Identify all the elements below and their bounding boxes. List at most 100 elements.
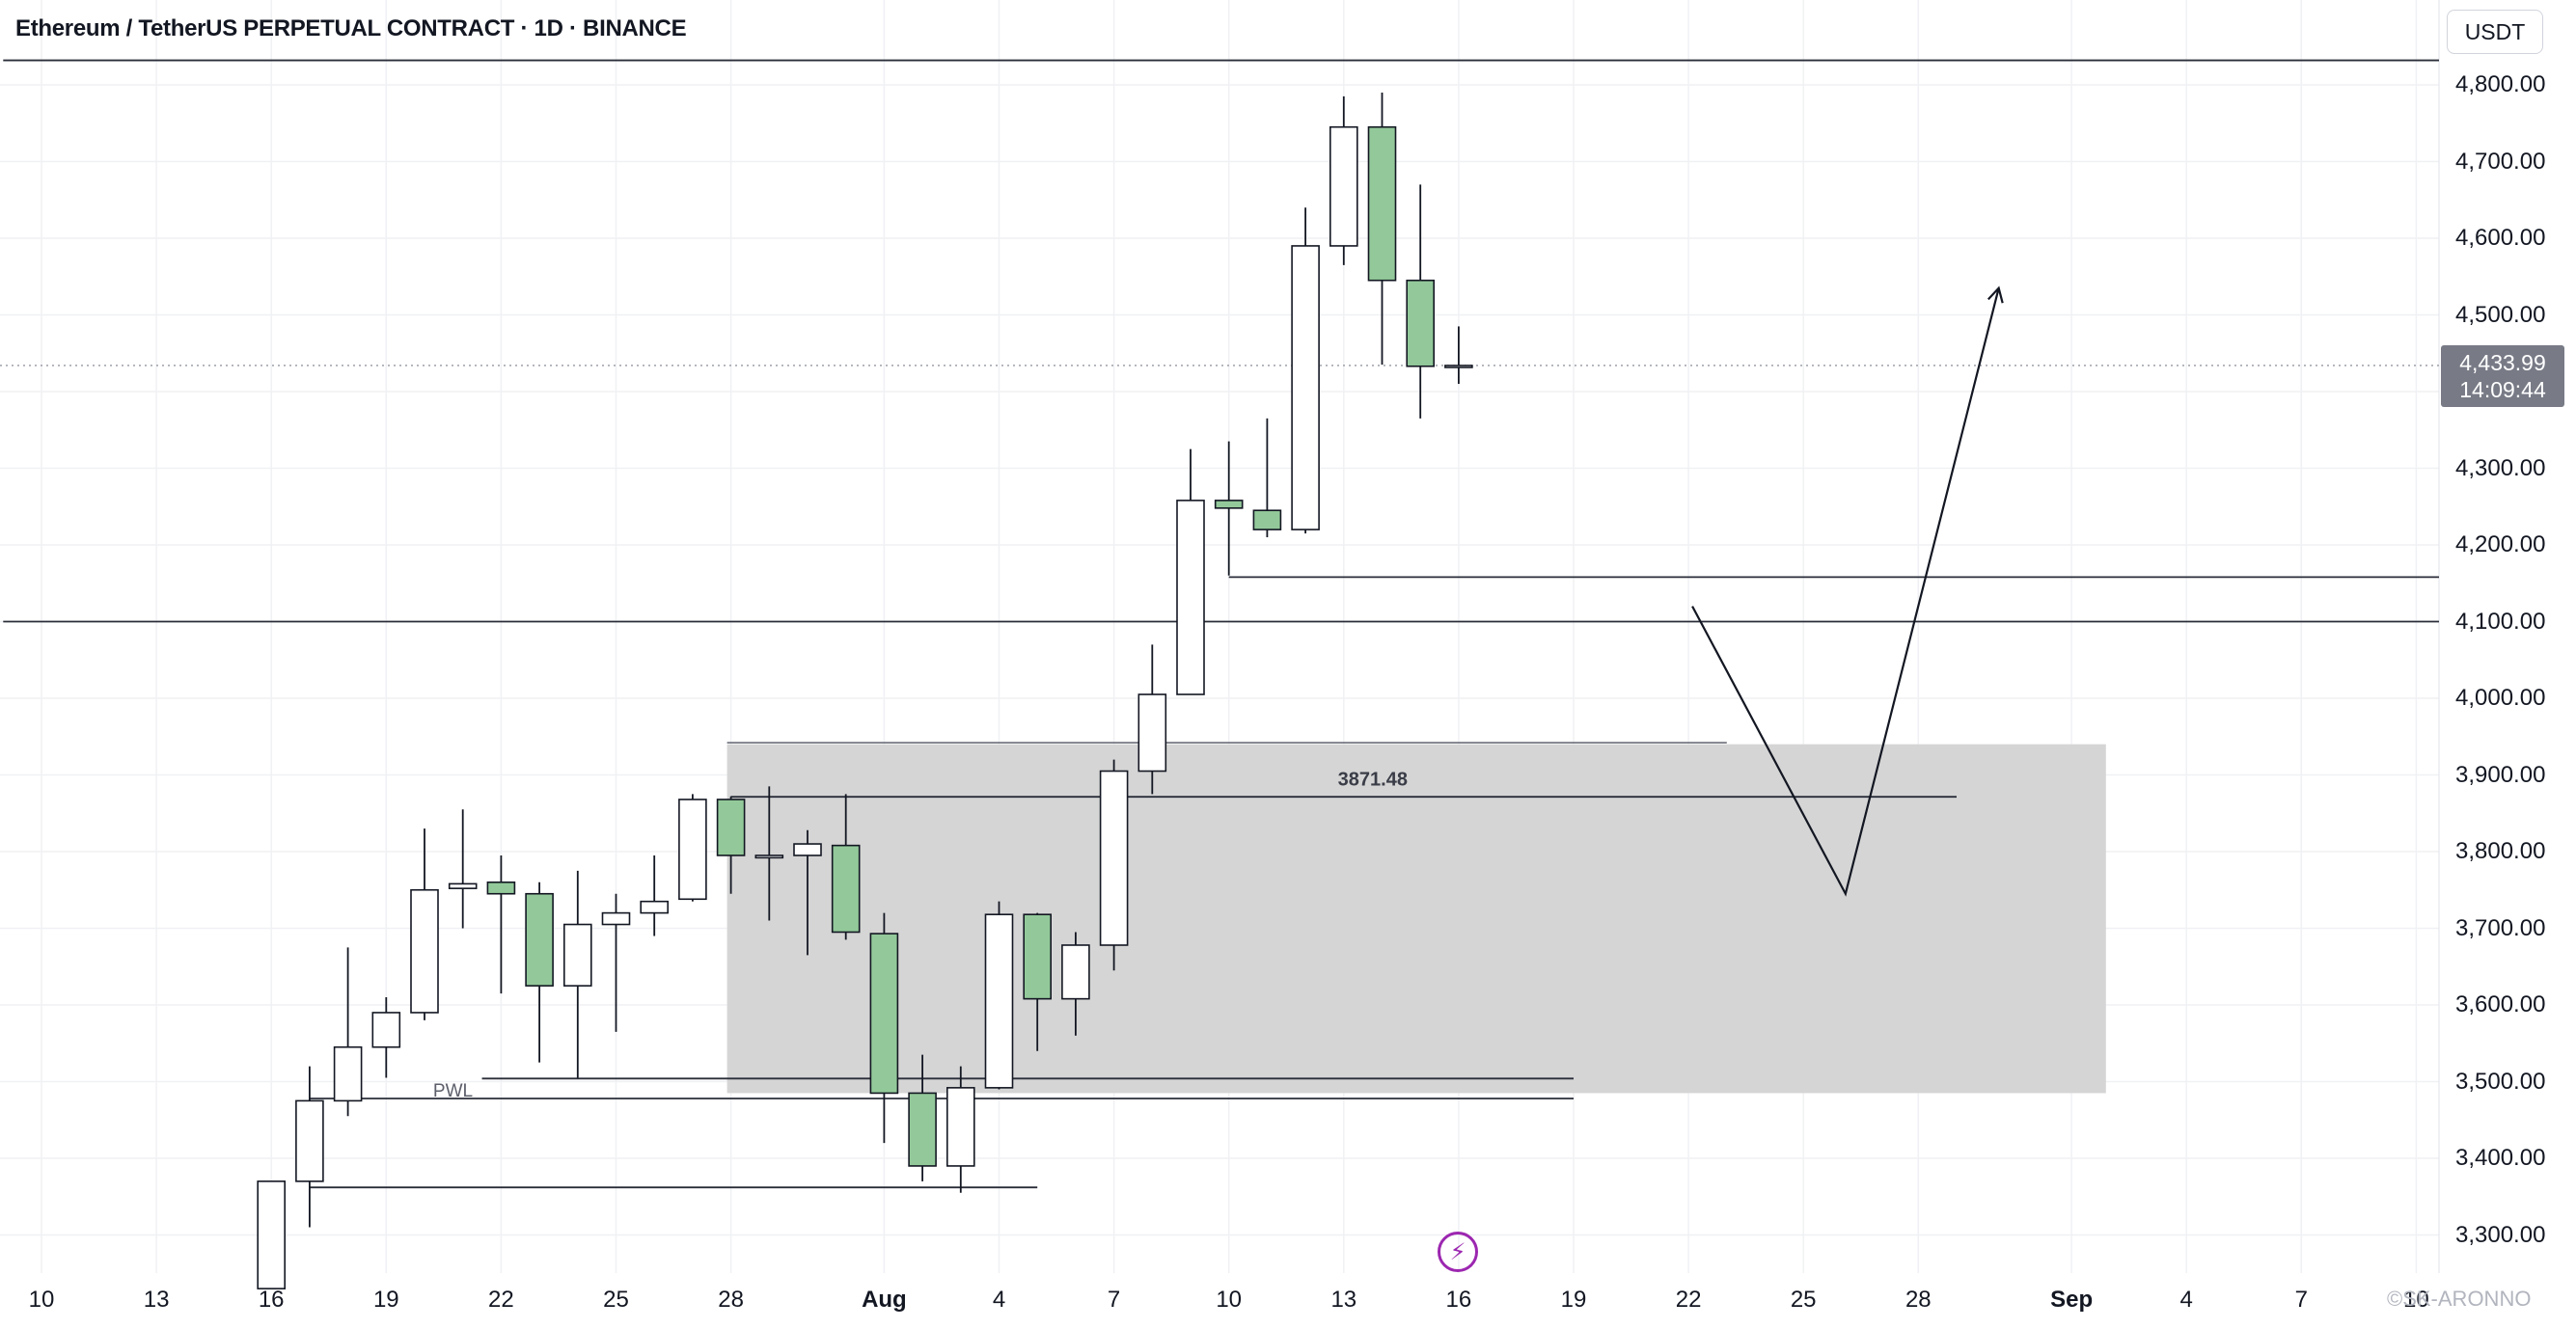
candle-countdown: 14:09:44 (2459, 377, 2546, 402)
candle-bearish[interactable] (831, 794, 861, 940)
candle-bullish[interactable] (640, 854, 670, 936)
candle-bearish[interactable] (716, 796, 746, 894)
level-value-label: 3871.48 (1337, 769, 1408, 791)
candle-bullish[interactable] (257, 1180, 287, 1289)
projection-arrowhead (1987, 285, 2004, 304)
candle-bullish[interactable] (945, 1066, 975, 1193)
candle-body (1444, 365, 1473, 368)
candle-bullish[interactable] (333, 947, 363, 1117)
price-tick-label: 4,300.00 (2455, 454, 2546, 481)
candle-bullish[interactable] (984, 901, 1014, 1090)
price-tick-label: 3,300.00 (2455, 1221, 2546, 1248)
candle-body (371, 1012, 401, 1048)
candle-body (754, 854, 784, 859)
candle-bullish[interactable] (295, 1066, 324, 1228)
candle-body (1291, 245, 1320, 530)
candle-bullish[interactable] (1099, 759, 1129, 971)
candle-body (1367, 125, 1397, 282)
price-tick-label: 4,200.00 (2455, 531, 2546, 557)
time-tick-label: 25 (603, 1287, 629, 1313)
time-tick-label: 4 (2179, 1287, 2193, 1313)
candle-bullish[interactable] (1176, 448, 1205, 695)
demand-zone-rect (726, 744, 2106, 1094)
candle-body (525, 892, 554, 987)
candle-body (562, 923, 592, 987)
lightning-icon[interactable]: ⚡ (1438, 1232, 1478, 1272)
candle-bullish[interactable] (1444, 326, 1473, 385)
candle-body (410, 888, 439, 1014)
price-tick-label: 4,800.00 (2455, 71, 2546, 97)
candle-bullish[interactable] (601, 893, 631, 1032)
horizontal-levels-layer (0, 59, 2439, 1189)
time-tick-label: 10 (2403, 1287, 2429, 1313)
candle-body (640, 900, 670, 914)
time-tick-label: 13 (143, 1287, 170, 1313)
candle-bearish[interactable] (1252, 418, 1282, 538)
candle-bearish[interactable] (1367, 92, 1397, 366)
time-tick-label: 10 (28, 1287, 55, 1313)
candle-bearish[interactable] (908, 1054, 937, 1181)
candle-bullish[interactable] (754, 786, 784, 921)
candle-body (601, 911, 631, 926)
time-tick-label: 28 (1905, 1287, 1932, 1313)
candle-body (333, 1045, 363, 1102)
candle-body (1176, 500, 1205, 695)
candle-bearish[interactable] (486, 854, 516, 994)
price-tick-label: 3,600.00 (2455, 991, 2546, 1017)
candle-bullish[interactable] (371, 997, 401, 1078)
currency-selector[interactable]: USDT (2447, 10, 2543, 54)
price-tick-label: 4,500.00 (2455, 301, 2546, 328)
candle-bullish[interactable] (562, 870, 592, 1078)
time-tick-label: 10 (1216, 1287, 1243, 1313)
candle-bullish[interactable] (410, 828, 439, 1020)
demand-zone-layer (726, 742, 2106, 1094)
candle-body (1137, 693, 1167, 773)
candle-bullish[interactable] (1137, 644, 1167, 795)
projection-path (1691, 287, 2000, 897)
candle-bearish[interactable] (1023, 912, 1052, 1051)
chart-title: Ethereum / TetherUS PERPETUAL CONTRACT ·… (15, 15, 687, 41)
candle-body (1214, 500, 1244, 509)
candle-body (984, 913, 1014, 1089)
candle-body (716, 799, 746, 856)
time-tick-label: 22 (1675, 1287, 1702, 1313)
candle-bearish[interactable] (1406, 184, 1435, 419)
candle-body (678, 799, 707, 901)
projection-path-layer (1691, 285, 2004, 897)
time-tick-label: 13 (1330, 1287, 1357, 1313)
candle-body (831, 844, 861, 934)
candle-body (1099, 770, 1129, 946)
candles-layer (257, 92, 1473, 1289)
candle-body (295, 1099, 324, 1182)
time-tick-label: 25 (1790, 1287, 1817, 1313)
candle-bullish[interactable] (1329, 95, 1358, 265)
price-tick-label: 4,100.00 (2455, 608, 2546, 635)
time-tick-label: 22 (488, 1287, 514, 1313)
candle-bearish[interactable] (869, 912, 899, 1144)
price-tick-label: 4,600.00 (2455, 225, 2546, 251)
candle-bullish[interactable] (793, 829, 822, 956)
time-tick-label: 7 (1107, 1287, 1121, 1313)
pwl-label: PWL (432, 1080, 474, 1101)
candle-body (486, 881, 516, 895)
time-tick-label: 7 (2294, 1287, 2308, 1313)
candle-body (1252, 509, 1282, 530)
price-tick-label: 4,700.00 (2455, 148, 2546, 175)
candle-body (448, 882, 478, 889)
candle-bearish[interactable] (1214, 441, 1244, 576)
candle-bullish[interactable] (448, 809, 478, 929)
candle-bullish[interactable] (1291, 207, 1320, 534)
price-tick-label: 3,800.00 (2455, 838, 2546, 864)
candle-body (869, 933, 899, 1095)
candle-bullish[interactable] (1061, 932, 1090, 1036)
candle-body (908, 1092, 937, 1167)
candle-bearish[interactable] (525, 881, 554, 1063)
time-tick-label: Aug (862, 1287, 907, 1313)
time-tick-label: 4 (992, 1287, 1006, 1313)
price-tick-label: 3,700.00 (2455, 914, 2546, 941)
candle-body (945, 1087, 975, 1167)
candle-bullish[interactable] (678, 794, 707, 902)
time-tick-label: 19 (1560, 1287, 1587, 1313)
time-tick-label: 16 (1445, 1287, 1472, 1313)
